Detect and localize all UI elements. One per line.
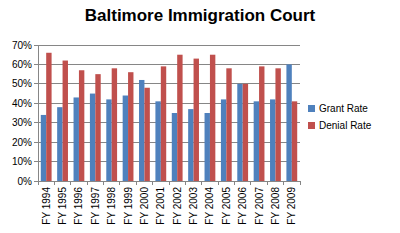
x-tick [283,181,284,185]
x-tick-label: FY 1997 [90,187,101,225]
bar [79,70,84,181]
x-tick [169,181,170,185]
x-tick-label: FY 1998 [106,187,117,225]
x-tick-label: FY 2003 [188,187,199,225]
y-tick [34,181,38,182]
chart-container: Baltimore Immigration Court 0% 10% 20% 30% 40… [0,0,400,233]
bar [275,68,280,181]
y-tick [34,103,38,104]
bar [63,61,68,181]
bar [270,99,275,181]
bar [41,115,46,181]
bar [161,66,166,181]
bar [128,72,133,181]
bar [194,59,199,181]
grid-line [38,64,300,65]
grid-line [38,45,300,46]
bars [41,53,297,181]
y-axis [38,45,39,181]
bar [144,88,149,181]
x-tick-label: FY 2006 [237,187,248,225]
bar [188,109,193,181]
x-tick-label: FY 2001 [155,187,166,225]
legend-label: Grant Rate [319,103,368,114]
x-tick [152,181,153,185]
x-tick-label: FY 1994 [41,187,52,225]
bar [292,101,297,181]
bar [259,66,264,181]
legend-swatch [308,122,315,129]
x-tick [70,181,71,185]
x-tick-label: FY 1995 [57,187,68,225]
y-tick [34,142,38,143]
bar [57,107,62,181]
x-tick [87,181,88,185]
bar [286,64,291,181]
y-tick-label: 60% [12,59,32,70]
bar [172,113,177,181]
x-tick-label: FY 1996 [73,187,84,225]
y-tick-label: 70% [12,40,32,51]
bar [95,74,100,181]
chart-title: Baltimore Immigration Court [85,6,316,25]
y-tick [34,45,38,46]
x-tick [250,181,251,185]
bar [237,84,242,181]
x-tick [234,181,235,185]
chart-svg: Baltimore Immigration Court 0% 10% 20% 30% 40… [0,0,400,233]
legend-label: Denial Rate [319,120,372,131]
x-tick-label: FY 2009 [286,187,297,225]
bar [254,101,259,181]
x-tick [300,181,301,185]
bar [243,84,248,181]
x-tick [54,181,55,185]
x-tick [38,181,39,185]
bar [155,101,160,181]
x-tick-label: FY 2004 [204,187,215,225]
y-tick-label: 20% [12,137,32,148]
y-tick [34,122,38,123]
bar [221,99,226,181]
x-tick-label: FY 2005 [221,187,232,225]
x-tick [218,181,219,185]
y-tick-label: 30% [12,117,32,128]
x-tick [103,181,104,185]
y-tick-label: 0% [18,176,33,187]
bar [226,68,231,181]
x-tick-label: FY 2007 [254,187,265,225]
legend-swatch [308,105,315,112]
bar [112,68,117,181]
x-tick [136,181,137,185]
y-tick-label: 10% [12,156,32,167]
bar [46,53,51,181]
bar [210,55,215,181]
bar [106,99,111,181]
x-tick-label: FY 2000 [139,187,150,225]
bar [74,97,79,181]
bar [177,55,182,181]
x-tick [201,181,202,185]
x-tick-label: FY 1999 [123,187,134,225]
bar [205,113,210,181]
bar [139,80,144,181]
y-tick-label: 50% [12,78,32,89]
y-tick [34,161,38,162]
x-tick-label: FY 2008 [270,187,281,225]
bar [90,94,95,181]
x-tick [185,181,186,185]
y-tick-label: 40% [12,98,32,109]
y-tick [34,64,38,65]
x-tick [267,181,268,185]
x-tick-label: FY 2002 [172,187,183,225]
bar [123,96,128,181]
x-tick [119,181,120,185]
y-tick [34,83,38,84]
